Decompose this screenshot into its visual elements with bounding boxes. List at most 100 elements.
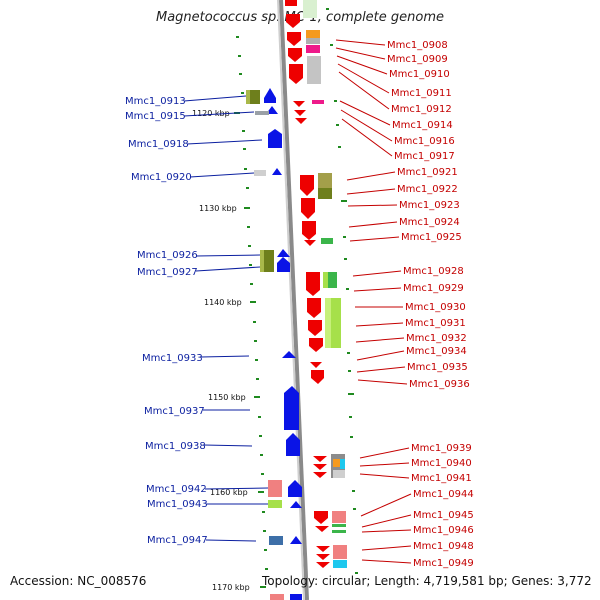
- reverse-gene-arrow[interactable]: [316, 562, 330, 568]
- gene-label[interactable]: Mmc1_0943: [147, 499, 208, 510]
- reverse-gene-block[interactable]: [285, 0, 297, 6]
- gene-label[interactable]: Mmc1_0921: [397, 167, 458, 178]
- gene-label[interactable]: Mmc1_0917: [394, 151, 455, 162]
- gene-label[interactable]: Mmc1_0929: [403, 283, 464, 294]
- gene-label[interactable]: Mmc1_0932: [406, 333, 467, 344]
- function-block: [306, 38, 320, 44]
- forward-gene-arrow[interactable]: [290, 536, 302, 544]
- forward-gene-arrow[interactable]: [290, 501, 302, 508]
- reverse-gene-arrow[interactable]: [306, 272, 320, 296]
- reverse-gene-arrow[interactable]: [313, 472, 327, 478]
- function-block: [340, 459, 345, 469]
- reverse-gene-arrow[interactable]: [294, 110, 306, 116]
- gene-label[interactable]: Mmc1_0948: [413, 541, 474, 552]
- gene-label[interactable]: Mmc1_0911: [391, 88, 452, 99]
- gene-label[interactable]: Mmc1_0945: [413, 510, 474, 521]
- topology-text: Topology: circular; Length: 4,719,581 bp…: [262, 574, 592, 588]
- gene-label[interactable]: Mmc1_0924: [399, 217, 460, 228]
- forward-gene-block[interactable]: [290, 594, 302, 600]
- function-block: [332, 524, 346, 527]
- function-block: [307, 56, 321, 84]
- gene-label[interactable]: Mmc1_0910: [389, 69, 450, 80]
- forward-gene-arrow[interactable]: [282, 351, 296, 358]
- gene-label[interactable]: Mmc1_0949: [413, 558, 474, 569]
- gene-label[interactable]: Mmc1_0944: [413, 489, 474, 500]
- reverse-gene-arrow[interactable]: [301, 198, 315, 219]
- reverse-gene-arrow[interactable]: [304, 240, 316, 246]
- gene-label[interactable]: Mmc1_0942: [146, 484, 207, 495]
- gene-label[interactable]: Mmc1_0912: [391, 104, 452, 115]
- reverse-gene-arrow[interactable]: [314, 511, 328, 524]
- gene-label[interactable]: Mmc1_0918: [128, 139, 189, 150]
- gene-label[interactable]: Mmc1_0923: [399, 200, 460, 211]
- gene-label[interactable]: Mmc1_0941: [411, 473, 472, 484]
- function-block: [268, 480, 282, 497]
- gene-label[interactable]: Mmc1_0939: [411, 443, 472, 454]
- function-block: [270, 594, 284, 600]
- forward-gene-arrow[interactable]: [264, 88, 276, 103]
- gene-label[interactable]: Mmc1_0934: [406, 346, 467, 357]
- gene-label[interactable]: Mmc1_0930: [405, 302, 466, 313]
- gene-label[interactable]: Mmc1_0940: [411, 458, 472, 469]
- reverse-gene-arrow[interactable]: [307, 298, 321, 318]
- gene-label[interactable]: Mmc1_0909: [387, 54, 448, 65]
- left-gene-labels: Mmc1_0913 Mmc1_0915 Mmc1_0918 Mmc1_0920 …: [125, 95, 269, 546]
- reverse-gene-arrow[interactable]: [316, 546, 330, 552]
- gene-label[interactable]: Mmc1_0916: [394, 136, 455, 147]
- forward-gene-arrow[interactable]: [288, 480, 302, 497]
- function-block: [325, 298, 331, 348]
- reverse-gene-arrow[interactable]: [311, 370, 324, 384]
- forward-gene-arrow[interactable]: [272, 168, 282, 175]
- gene-label[interactable]: Mmc1_0946: [413, 525, 474, 536]
- left-minor-ticks: [236, 36, 268, 570]
- reverse-gene-arrow[interactable]: [288, 48, 302, 62]
- gene-label[interactable]: Mmc1_0926: [137, 250, 198, 261]
- reverse-gene-arrow[interactable]: [316, 554, 330, 560]
- gene-label[interactable]: Mmc1_0936: [409, 379, 470, 390]
- gene-label[interactable]: Mmc1_0915: [125, 111, 186, 122]
- reverse-gene-arrow[interactable]: [313, 456, 327, 462]
- gene-label[interactable]: Mmc1_0928: [403, 266, 464, 277]
- accession-text: Accession: NC_008576: [10, 574, 147, 588]
- reverse-gene-arrow[interactable]: [287, 32, 301, 46]
- kbp-label: 1120 kbp: [192, 109, 230, 118]
- gene-label[interactable]: Mmc1_0913: [125, 96, 186, 107]
- reverse-gene-arrow[interactable]: [289, 64, 303, 84]
- function-block: [260, 250, 264, 272]
- forward-gene-arrow[interactable]: [268, 129, 282, 148]
- reverse-gene-arrow[interactable]: [310, 362, 322, 368]
- reverse-gene-arrow[interactable]: [286, 14, 300, 28]
- left-function-blocks: [246, 90, 284, 600]
- function-block: [268, 500, 282, 508]
- gene-label[interactable]: Mmc1_0947: [147, 535, 208, 546]
- reverse-gene-arrow[interactable]: [302, 221, 316, 240]
- reverse-gene-arrow[interactable]: [315, 526, 329, 532]
- gene-label[interactable]: Mmc1_0908: [387, 40, 448, 51]
- reverse-gene-arrow[interactable]: [300, 175, 314, 196]
- gene-label[interactable]: Mmc1_0920: [131, 172, 192, 183]
- reverse-gene-arrow[interactable]: [295, 118, 307, 124]
- reverse-gene-arrow[interactable]: [308, 320, 322, 336]
- function-block: [254, 170, 266, 176]
- gene-label[interactable]: Mmc1_0935: [407, 362, 468, 373]
- function-block: [333, 545, 347, 559]
- forward-gene-arrow[interactable]: [277, 257, 290, 272]
- gene-label[interactable]: Mmc1_0931: [405, 318, 466, 329]
- gene-label[interactable]: Mmc1_0927: [137, 267, 198, 278]
- genome-backbone: [279, 0, 309, 600]
- gene-label[interactable]: Mmc1_0922: [397, 184, 458, 195]
- forward-genes: [264, 88, 302, 600]
- gene-label[interactable]: Mmc1_0938: [145, 441, 206, 452]
- reverse-gene-arrow[interactable]: [309, 338, 323, 352]
- forward-gene-arrow[interactable]: [284, 386, 299, 430]
- reverse-gene-arrow[interactable]: [293, 101, 305, 107]
- forward-gene-arrow[interactable]: [277, 249, 290, 257]
- gene-label[interactable]: Mmc1_0925: [401, 232, 462, 243]
- gene-label[interactable]: Mmc1_0933: [142, 353, 203, 364]
- kbp-label: 1140 kbp: [204, 298, 242, 307]
- gene-label[interactable]: Mmc1_0937: [144, 406, 205, 417]
- reverse-gene-arrow[interactable]: [313, 464, 327, 470]
- forward-gene-arrow[interactable]: [286, 433, 300, 456]
- gene-label[interactable]: Mmc1_0914: [392, 120, 453, 131]
